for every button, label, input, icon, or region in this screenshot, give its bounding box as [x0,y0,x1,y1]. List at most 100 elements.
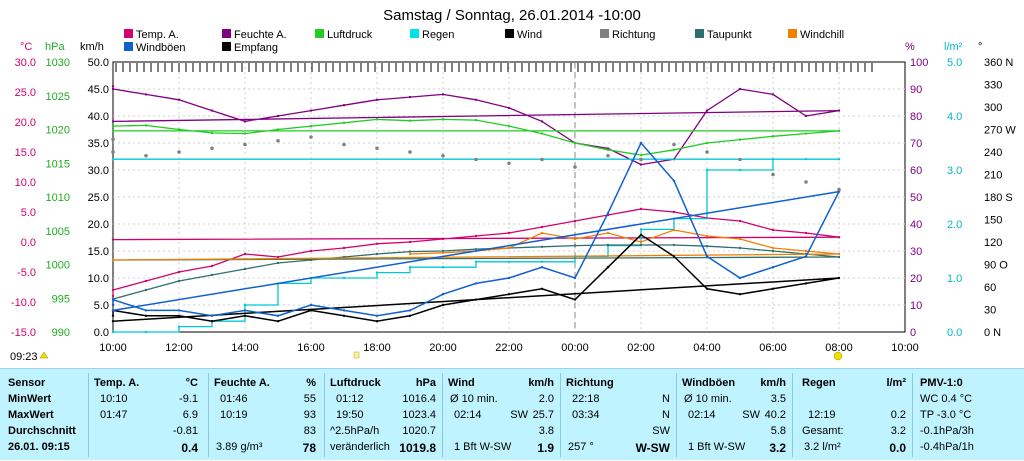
divider [442,373,443,457]
data-point-wind [804,282,808,285]
data-point-taupunkt [375,252,379,256]
wind-column: Wind km/h Ø 10 min. 2.0 02:14 SW 25.7 3.8 1… [444,369,560,461]
rain-tick-label: 4.0 [947,111,962,123]
pressure-tick-label: 1000 [46,260,70,272]
legend-label-temp: Temp. A. [136,29,179,41]
legend-swatch-pressure [315,29,324,38]
pressure-tick-label: 1010 [46,192,70,204]
data-point-luftdruck [111,129,115,133]
data-point-windchill [639,240,643,244]
temp-max: 6.9 [182,409,198,421]
direction-min: N [662,393,670,405]
temp-column: Temp. A. °C 10:10 -9.1 01:47 6.9 -0.81 0.4 [90,369,208,461]
data-point-windb-en [573,276,577,280]
wind-tick-label: 40.0 [88,111,109,123]
data-point-windb-en [606,212,610,215]
divider [324,373,325,457]
gusts-max-time: 02:14 [688,409,716,421]
direction-point [804,180,808,184]
gusts-beaufort: 1 Bft W-SW [688,441,746,453]
data-point-windb-en [639,141,643,145]
x-tick-label: 06:00 [759,342,787,354]
data-point-feuchte-a- [342,104,346,107]
data-point-luftdruck [408,119,412,122]
gusts-unit: km/h [760,377,786,389]
wind-unit: km/h [528,377,554,389]
pressure-min: 1016.4 [402,393,436,405]
pmv-column: PMV-1:0 WC 0.4 °C TP -3.0 °C -0.1hPa/3h … [914,369,1022,461]
pmv-header: PMV-1:0 [920,377,963,389]
data-point-windchill [837,252,841,256]
direction-point [342,142,346,147]
unit-humidity: % [905,41,915,53]
temp-max-time: 01:47 [100,409,128,421]
data-point-wind [837,276,841,280]
data-point-wind [243,314,247,317]
divider [560,373,561,457]
data-point-luftdruck [606,148,610,151]
min-label: MinWert [8,393,52,405]
wind-tick-label: 20.0 [88,219,109,231]
data-point-luftdruck [276,128,280,131]
wind-max-dir: SW [510,409,528,421]
data-point-luftdruck [771,135,775,138]
data-point-windchill [606,231,610,235]
data-point-feuchte-a- [837,109,841,112]
x-tick-label: 18:00 [363,342,391,354]
data-point-feuchte-a- [738,87,742,91]
temp-current: 0.4 [181,441,198,455]
data-point-luftdruck [738,138,742,141]
unit-rain: l/m² [944,41,963,53]
data-point-luftdruck [639,153,643,157]
sun-marker-icon [833,351,843,361]
legend-label-pressure: Luftdruck [327,29,373,41]
rain-max-time: 12:19 [808,409,836,421]
data-point-windchill [408,252,412,256]
direction-max: N [662,409,670,421]
pressure-current: 1019.8 [399,441,436,455]
legend-swatch-direction [600,29,609,38]
data-point-windb-en [276,314,280,317]
data-point-regen [111,330,115,334]
data-point-luftdruck [474,118,478,122]
pressure-tick-label: 1025 [46,91,70,103]
pressure-unit: hPa [415,377,436,389]
legend: Temp. A. Feuchte A. Luftdruck Regen Wind Rich… [124,29,844,54]
rain-tick-label: 0.0 [947,327,962,339]
data-point-luftdruck [672,148,676,151]
direction-point [540,157,544,162]
direction-column: Richtung 22:18 N 03:34 N SW 257 ° W-SW [562,369,676,461]
unit-temp: °C [20,41,32,53]
data-point-taupunkt [144,288,148,292]
rain-max: 0.2 [890,409,906,421]
data-point-feuchte-a- [276,114,280,118]
wind-max: 25.7 [532,409,554,421]
data-point-feuchte-a- [243,120,247,123]
data-point-feuchte-a- [705,109,709,112]
humidity-tick-label: 70 [910,138,922,150]
data-point-luftdruck [309,124,313,128]
direction-degrees: 257 ° [568,441,594,453]
gusts-max-dir: SW [742,409,760,421]
pmv-trend-3h: -0.1hPa/3h [920,425,974,437]
direction-tick-label: 240 [984,147,1002,159]
data-point-temp-a- [672,210,676,214]
legend-swatch-rain [410,29,419,38]
direction-point [507,161,511,166]
pmv-dewpoint: TP -3.0 °C [920,409,972,421]
wind-current: 1.9 [537,441,554,455]
data-point-temp-a- [639,207,643,211]
absolute-humidity: 3.89 g/m³ [216,441,263,453]
x-tick-label: 00:00 [561,342,589,354]
data-point-wind [474,298,478,301]
direction-point [111,150,115,154]
data-point-windchill [705,234,709,238]
rain-header: Regen [802,377,836,389]
data-point-windchill [573,237,577,241]
x-tick-label: 02:00 [627,342,655,354]
data-point-regen [111,158,115,161]
data-point-windb-en [243,309,247,312]
data-point-taupunkt [672,243,676,247]
rain-total: 3.2 [890,425,906,437]
direction-point [408,150,412,154]
